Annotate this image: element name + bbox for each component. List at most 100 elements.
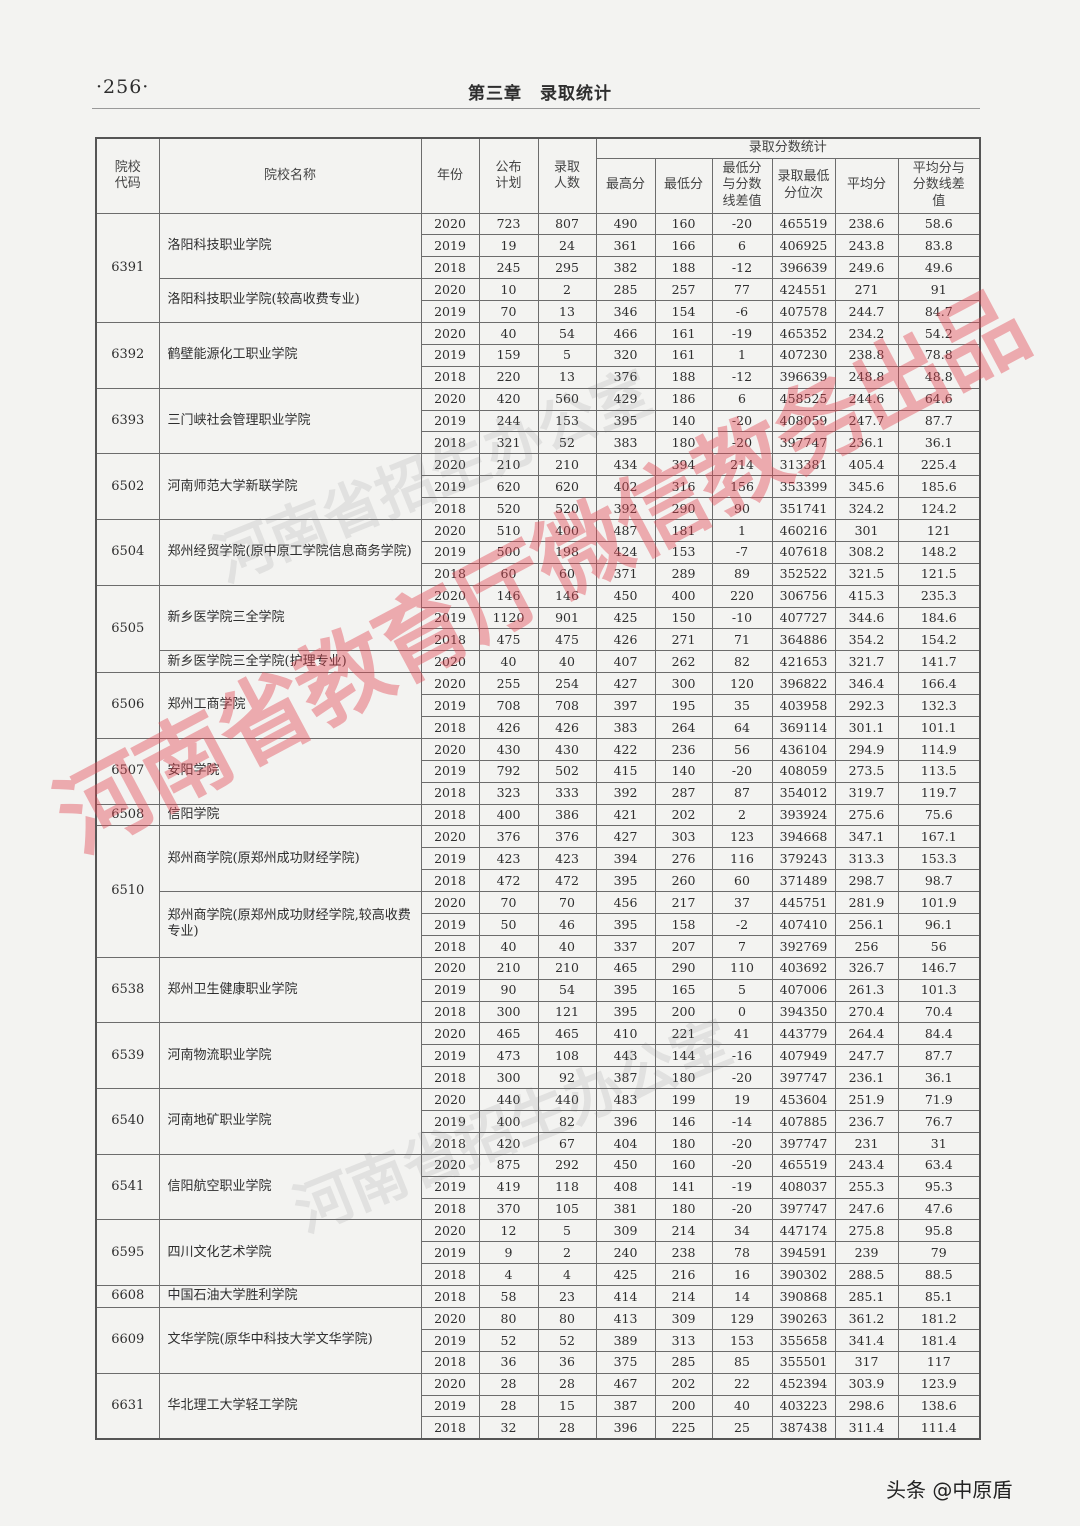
cell-year: 2019: [420, 978, 480, 1002]
school-name: 信阳航空职业学院: [158, 1153, 422, 1221]
table-row: 6510 郑州商学院(原郑州成功财经学院) 2020 376 376 427 303 123 3…: [95, 825, 981, 958]
cell-avg: 247.7: [834, 1044, 899, 1068]
cell-admitted: 13: [537, 365, 597, 389]
cell-min-diff: 5: [711, 978, 773, 1002]
cell-max: 395: [595, 869, 656, 893]
cell-year: 2020: [420, 737, 480, 761]
cell-year: 2019: [420, 1110, 480, 1133]
cell-avg: 247.6: [834, 1197, 899, 1221]
cell-admitted: 423: [537, 847, 597, 871]
cell-min-rank: 306756: [771, 584, 836, 608]
school-code: 6539: [95, 1022, 160, 1090]
cell-avg-diff: 63.4: [897, 1153, 981, 1177]
cell-year: 2019: [420, 694, 480, 717]
cell-min: 199: [654, 1088, 713, 1112]
col-header-min-diff: 最低分与分数线差值: [711, 157, 773, 214]
school-name: 河南物流职业学院: [158, 1022, 422, 1090]
cell-plan: 323: [478, 781, 539, 805]
cell-avg: 415.3: [834, 584, 899, 608]
table-body: 6391 洛阳科技职业学院 2020 723 807 490 160 -20 465519 238…: [95, 212, 981, 1440]
table-row: 6504 郑州经贸学院(原中原工学院信息商务学院) 2020 510 400 487 181…: [95, 518, 981, 586]
cell-min: 309: [654, 1307, 713, 1330]
cell-min: 140: [654, 759, 713, 783]
cell-plan: 52: [478, 1328, 539, 1352]
cell-min-diff: 25: [711, 1416, 773, 1440]
school-code: 6538: [95, 956, 160, 1024]
cell-avg: 248.8: [834, 365, 899, 389]
cell-year: 2020: [420, 1307, 480, 1330]
cell-min-diff: 116: [711, 847, 773, 871]
cell-min: 180: [654, 1066, 713, 1090]
cell-plan: 210: [478, 453, 539, 477]
table-row: 6505 新乡医学院三全学院 2020 146 146 450 400 220 306756 41…: [95, 584, 981, 674]
cell-admitted: 36: [537, 1350, 597, 1374]
cell-avg-diff: 56: [897, 934, 981, 958]
table-row: 6508 信阳学院 2018 400 386 421 202 2 393924 275.6 75.6: [95, 803, 981, 827]
cell-min: 300: [654, 672, 713, 696]
cell-min-rank: 403223: [771, 1394, 836, 1418]
cell-min-rank: 397747: [771, 431, 836, 455]
table-row: 洛阳科技职业学院(较高收费专业) 2020 10 2 285 257 77 424551 271…: [96, 278, 981, 323]
cell-avg: 236.1: [834, 1066, 899, 1090]
cell-admitted: 121: [537, 1000, 597, 1024]
cell-min-diff: 14: [711, 1285, 773, 1309]
cell-avg-diff: 75.6: [897, 803, 981, 827]
table-row: 2019 9 2 240 238 78 394591 239 79: [96, 1241, 981, 1265]
cell-min-rank: 453604: [771, 1088, 836, 1112]
table-row: 6393 三门峡社会管理职业学院 2020 420 560 429 186 6 458525 24…: [95, 387, 981, 455]
cell-min: 150: [654, 606, 713, 630]
cell-max: 415: [595, 759, 656, 783]
cell-min: 214: [654, 1219, 713, 1243]
cell-plan: 245: [478, 256, 539, 280]
cell-avg-diff: 166.4: [897, 672, 981, 696]
cell-plan: 32: [478, 1416, 539, 1440]
cell-avg: 270.4: [834, 1000, 899, 1024]
cell-year: 2019: [420, 759, 480, 783]
cell-avg: 301.1: [834, 715, 899, 739]
cell-min-rank: 353399: [771, 475, 836, 499]
cell-admitted: 465: [537, 1022, 597, 1046]
cell-admitted: 70: [537, 891, 597, 914]
cell-plan: 400: [478, 803, 539, 827]
school-name: 郑州经贸学院(原中原工学院信息商务学院): [158, 518, 422, 586]
cell-admitted: 2: [537, 278, 597, 302]
cell-min-rank: 392769: [771, 934, 836, 958]
cell-min-rank: 397747: [771, 1066, 836, 1090]
cell-min-rank: 313381: [771, 453, 836, 477]
cell-avg: 236.1: [834, 431, 899, 455]
cell-admitted: 118: [537, 1175, 597, 1199]
cell-min-diff: 7: [711, 934, 773, 958]
school-name: 三门峡社会管理职业学院: [158, 387, 422, 455]
cell-max: 427: [595, 825, 656, 849]
cell-admitted: 80: [537, 1307, 597, 1330]
cell-avg: 345.6: [834, 475, 899, 499]
cell-avg: 405.4: [834, 453, 899, 477]
cell-plan: 510: [478, 518, 539, 542]
cell-min: 216: [654, 1263, 713, 1287]
cell-plan: 58: [478, 1285, 539, 1309]
cell-min-rank: 355658: [771, 1328, 836, 1352]
cell-max: 426: [595, 628, 656, 652]
cell-min-diff: -19: [711, 1175, 773, 1199]
cell-min-diff: 90: [711, 497, 773, 520]
cell-min: 161: [654, 343, 713, 367]
cell-min-rank: 351741: [771, 497, 836, 520]
cell-avg: 234.2: [834, 321, 899, 345]
cell-min-rank: 407578: [771, 300, 836, 323]
cell-admitted: 376: [537, 825, 597, 849]
cell-max: 375: [595, 1350, 656, 1374]
table-row: 6392 鹤壁能源化工职业学院 2020 40 54 466 161 -19 465352 234…: [95, 321, 981, 389]
cell-plan: 10: [478, 278, 539, 302]
cell-year: 2019: [420, 1394, 480, 1418]
cell-max: 408: [595, 1175, 656, 1199]
cell-avg-diff: 111.4: [897, 1416, 981, 1440]
table-row: 2018 520 520 392 290 90 351741 324.2 124.2: [96, 497, 981, 520]
cell-avg-diff: 235.3: [897, 584, 981, 608]
cell-avg: 317: [834, 1350, 899, 1374]
cell-min-rank: 355501: [771, 1350, 836, 1374]
cell-admitted: 807: [537, 212, 597, 236]
cell-year: 2018: [420, 497, 480, 520]
cell-min: 186: [654, 387, 713, 411]
school-code: 6609: [95, 1307, 160, 1374]
cell-min-rank: 458525: [771, 387, 836, 411]
